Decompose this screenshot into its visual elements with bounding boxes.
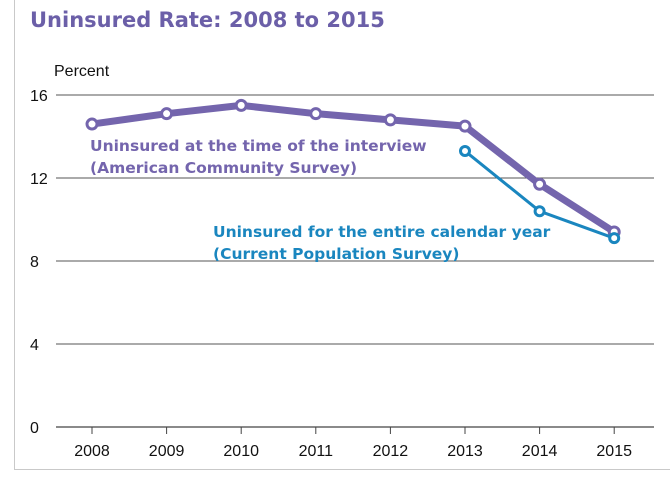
- x-tick-label-2010: 2010: [223, 443, 259, 460]
- data-point-series-2-2013: [459, 145, 471, 158]
- y-tick-label-12: 12: [30, 171, 48, 188]
- x-tick-label-2009: 2009: [149, 443, 185, 460]
- series: [85, 98, 621, 245]
- series-label-1-line-2: (American Community Survey): [90, 159, 357, 177]
- data-point-series-1-2011: [309, 107, 323, 121]
- y-axis-label: Percent: [54, 63, 110, 80]
- series-line-1: [88, 101, 618, 236]
- chart-title: Uninsured Rate: 2008 to 2015: [30, 8, 385, 32]
- data-point-series-1-2012: [383, 113, 397, 127]
- x-tick-label-2013: 2013: [447, 443, 483, 460]
- data-point-series-1-2008: [85, 117, 99, 131]
- series-label-1-line-1: Uninsured at the time of the interview: [90, 137, 427, 155]
- y-tick-label-0: 0: [30, 420, 39, 437]
- x-tick-label-2008: 2008: [74, 443, 110, 460]
- y-tick-label-16: 16: [30, 88, 48, 105]
- gridlines: [56, 94, 654, 428]
- x-tick-label-2012: 2012: [373, 443, 409, 460]
- chart-frame: [14, 0, 670, 470]
- data-point-series-1-2010: [234, 98, 248, 112]
- series-label-2-line-1: Uninsured for the entire calendar year: [213, 223, 551, 241]
- y-tick-label-8: 8: [30, 254, 39, 271]
- x-tick-label-2015: 2015: [596, 443, 632, 460]
- series-label-2-line-2: (Current Population Survey): [213, 245, 460, 263]
- series-labels: Uninsured at the time of the interview (A…: [90, 137, 551, 263]
- data-point-series-2-2014: [533, 205, 546, 218]
- data-point-series-1-2009: [160, 107, 174, 121]
- x-tick-label-2011: 2011: [299, 443, 334, 460]
- data-point-series-1-2013: [458, 119, 472, 133]
- data-point-series-1-2014: [533, 177, 547, 191]
- y-tick-label-4: 4: [30, 337, 39, 354]
- x-tick-label-2014: 2014: [522, 443, 558, 460]
- data-point-series-2-2015: [608, 232, 621, 245]
- axes: Percent 0 4 8 12 16 2008 2009 2010 2011 2012 2013 2…: [30, 63, 632, 460]
